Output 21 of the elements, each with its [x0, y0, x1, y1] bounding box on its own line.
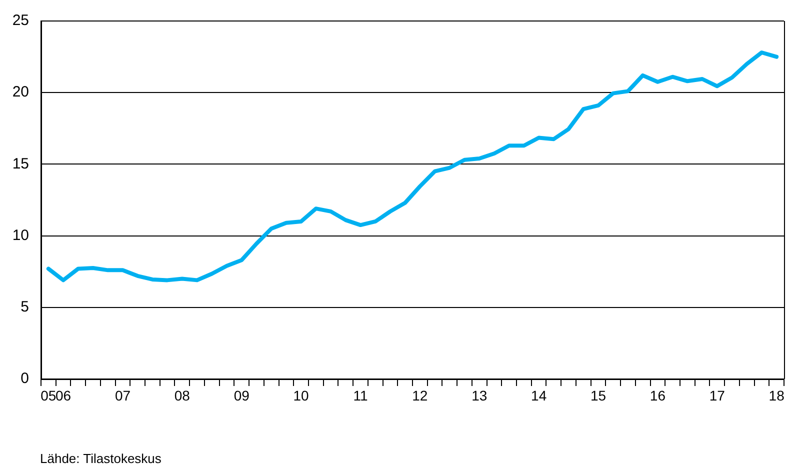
y-tick-label: 20 — [12, 84, 29, 101]
x-tick-label: 05 — [40, 387, 56, 404]
x-tick-label: 06 — [56, 387, 72, 404]
y-tick-label: 5 — [20, 298, 29, 316]
x-tick-label: 15 — [590, 387, 606, 404]
x-tick-label: 08 — [174, 387, 190, 404]
x-tick-label: 16 — [650, 387, 666, 404]
y-tick-label: 0 — [20, 370, 29, 388]
text: Lähde: Tilastokeskus — [40, 451, 162, 466]
x-tick-label: 11 — [353, 387, 368, 404]
x-tick-label: 12 — [412, 387, 428, 404]
y-tick-label: 25 — [12, 12, 29, 30]
x-tick-label: 09 — [234, 387, 250, 404]
y-tick-label: 15 — [12, 155, 29, 172]
x-tick-label: 13 — [472, 387, 488, 404]
x-tick-label: 07 — [114, 387, 131, 404]
x-tick-label: 17 — [709, 387, 726, 404]
x-tick-label: 18 — [768, 387, 785, 404]
x-tick-label: 14 — [531, 387, 547, 404]
x-tick-label: 10 — [293, 387, 310, 404]
y-tick-label: 10 — [12, 226, 29, 244]
